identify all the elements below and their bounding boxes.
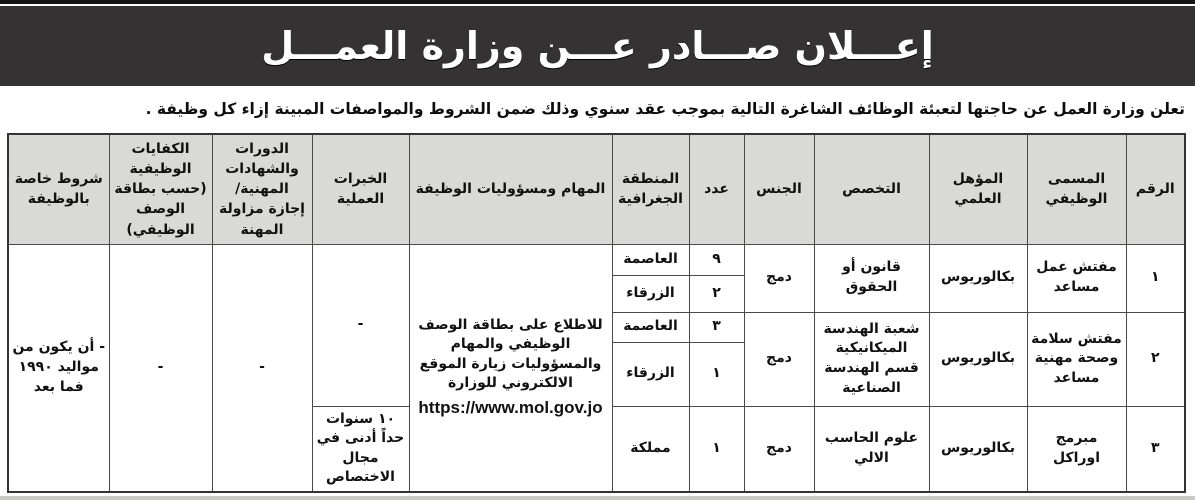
header-experience: الخبرات العملية xyxy=(311,133,410,245)
top-rule xyxy=(0,0,1195,4)
cell-gender-1: دمج xyxy=(743,243,815,313)
banner-title: إعـــلان صـــادر عـــن وزارة العمـــل xyxy=(261,24,934,68)
intro-paragraph: تعلن وزارة العمل عن حاجتها لتعبئة الوظائ… xyxy=(145,100,1185,118)
header-competencies: الكفايات الوظيفية (حسب بطاقة الوصف الوظي… xyxy=(108,133,213,245)
scan-bottom-edge xyxy=(0,496,1195,500)
cell-region-2a: العاصمة xyxy=(611,311,690,343)
cell-gender-3: دمج xyxy=(743,405,815,493)
table-row-job1-loc2: ٢ الزرقاء xyxy=(8,274,1185,313)
announcement-banner: إعـــلان صـــادر عـــن وزارة العمـــل xyxy=(0,6,1195,86)
tasks-text: للاطلاع على بطاقة الوصف الوظيفي والمهام … xyxy=(418,316,603,392)
cell-count-1a: ٩ xyxy=(688,243,745,276)
header-specialization: التخصص xyxy=(813,133,930,245)
header-region: المنطقة الجغرافية xyxy=(611,133,690,245)
cell-region-1a: العاصمة xyxy=(611,243,690,276)
cell-specialization-1: قانون أو الحقوق xyxy=(813,243,930,313)
header-tasks: المهام ومسؤوليات الوظيفة xyxy=(408,133,613,245)
cell-region-2b: الزرقاء xyxy=(611,341,690,407)
header-qualification: المؤهل العلمي xyxy=(928,133,1028,245)
vacancies-table: الرقم المسمى الوظيفي المؤهل العلمي التخص… xyxy=(7,133,1186,493)
cell-qualification-3: بكالوريوس xyxy=(928,405,1028,493)
cell-count-1b: ٢ xyxy=(688,274,745,313)
cell-title-2: مفتش سلامة وصحة مهنية مساعد xyxy=(1026,311,1127,407)
cell-specialization-2: شعبة الهندسة الميكانيكية قسم الهندسة الص… xyxy=(813,311,930,407)
cell-gender-2: دمج xyxy=(743,311,815,407)
cell-num-2: ٢ xyxy=(1125,311,1186,407)
header-special-conditions: شروط خاصة بالوظيفة xyxy=(7,133,110,245)
cell-competencies-shared: - xyxy=(108,243,213,493)
cell-num-1: ١ xyxy=(1125,243,1186,313)
table-row-job2-loc1: ٢ مفتش سلامة وصحة مهنية مساعد بكالوريوس … xyxy=(8,311,1186,407)
table-row-job2-loc2: ١ الزرقاء xyxy=(8,341,1185,407)
header-row: الرقم المسمى الوظيفي المؤهل العلمي التخص… xyxy=(7,133,1186,245)
header-courses: الدورات والشهادات المهنية/ إجازة مزاولة … xyxy=(211,133,313,245)
ministry-website-url: https://www.mol.gov.jo xyxy=(418,398,603,418)
cell-experience-1-2: - xyxy=(311,243,410,407)
header-job-title: المسمى الوظيفي xyxy=(1026,133,1127,245)
cell-qualification-1: بكالوريوس xyxy=(928,243,1028,313)
header-count: عدد xyxy=(688,133,745,245)
cell-num-3: ٣ xyxy=(1125,405,1186,493)
cell-qualification-2: بكالوريوس xyxy=(928,311,1028,407)
cell-count-2a: ٣ xyxy=(688,311,745,343)
cell-courses-shared: - xyxy=(211,243,313,493)
cell-region-1b: الزرقاء xyxy=(611,274,690,313)
cell-region-3: مملكة xyxy=(611,405,690,493)
table-row-job3: ٣ مبرمج اوراكل بكالوريوس علوم الحاسب الا… xyxy=(8,405,1186,493)
cell-special-conditions-shared: - أن يكون من مواليد ١٩٩٠ فما بعد xyxy=(7,243,110,493)
table-row-job1-loc1: ١ مفتش عمل مساعد بكالوريوس قانون أو الحق… xyxy=(7,243,1186,493)
header-gender: الجنس xyxy=(743,133,815,245)
cell-specialization-3: علوم الحاسب الالي xyxy=(813,405,930,493)
cell-count-3: ١ xyxy=(688,405,745,493)
cell-count-2b: ١ xyxy=(688,341,745,407)
cell-experience-3: ١٠ سنوات حداً أدنى في مجال الاختصاص xyxy=(311,405,410,493)
cell-title-1: مفتش عمل مساعد xyxy=(1026,243,1127,313)
cell-tasks-shared: للاطلاع على بطاقة الوصف الوظيفي والمهام … xyxy=(408,243,613,493)
cell-title-3: مبرمج اوراكل xyxy=(1026,405,1127,493)
header-num: الرقم xyxy=(1125,133,1186,245)
